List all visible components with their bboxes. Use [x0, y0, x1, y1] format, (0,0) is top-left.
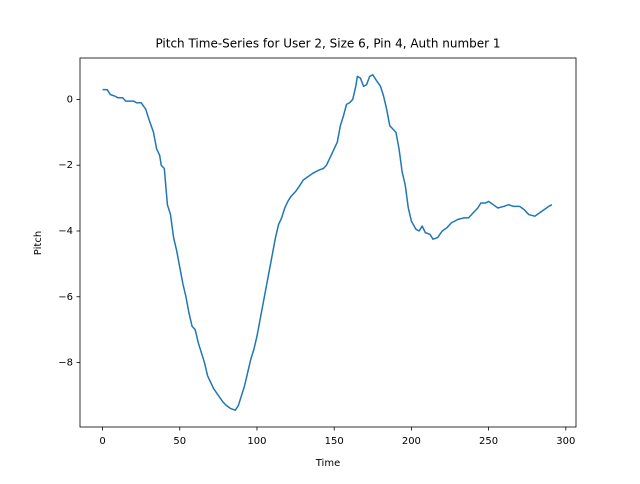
chart-title: Pitch Time-Series for User 2, Size 6, Pi… — [155, 37, 500, 51]
x-tick-label: 0 — [99, 436, 105, 447]
x-tick-label: 250 — [479, 436, 498, 447]
y-tick-label: −2 — [58, 160, 73, 171]
plot-frame — [79, 57, 577, 428]
x-tick-label: 200 — [402, 436, 421, 447]
y-tick-label: −4 — [58, 226, 73, 237]
x-tick-label: 100 — [247, 436, 266, 447]
y-axis-label: Pitch — [33, 231, 44, 255]
y-tick-label: 0 — [67, 94, 73, 105]
x-tick-label: 300 — [556, 436, 575, 447]
y-tick-label: −6 — [58, 292, 73, 303]
x-tick-label: 50 — [173, 436, 186, 447]
data-line — [102, 74, 553, 411]
x-tick-label: 150 — [325, 436, 344, 447]
x-axis-label: Time — [315, 458, 340, 469]
y-tick-label: −8 — [58, 358, 73, 369]
